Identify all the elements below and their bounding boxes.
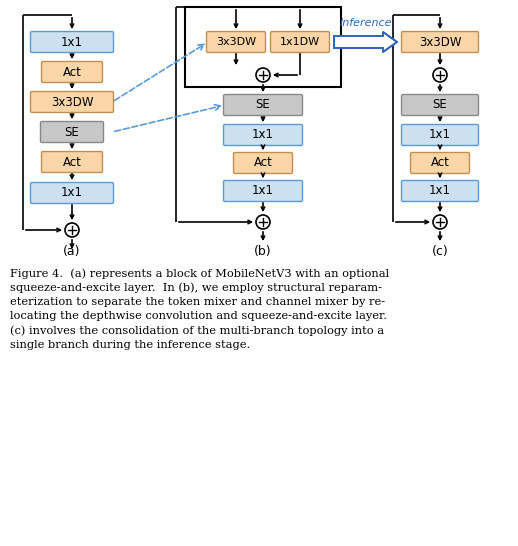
Text: SE: SE (65, 126, 79, 139)
FancyBboxPatch shape (234, 152, 293, 174)
Text: SE: SE (255, 98, 270, 111)
Polygon shape (334, 32, 397, 52)
FancyBboxPatch shape (31, 182, 113, 204)
Bar (185, 7, 341, 87)
FancyBboxPatch shape (41, 62, 103, 82)
Text: (c): (c) (431, 246, 449, 258)
FancyBboxPatch shape (401, 124, 479, 145)
FancyBboxPatch shape (223, 181, 303, 201)
Text: Act: Act (254, 157, 272, 169)
FancyBboxPatch shape (41, 151, 103, 173)
FancyBboxPatch shape (410, 152, 469, 174)
Text: 3x3DW: 3x3DW (216, 37, 256, 47)
FancyBboxPatch shape (223, 124, 303, 145)
FancyBboxPatch shape (31, 32, 113, 52)
Text: 1x1: 1x1 (61, 187, 83, 199)
FancyBboxPatch shape (223, 94, 303, 116)
Text: Inference: Inference (339, 18, 392, 28)
FancyBboxPatch shape (207, 32, 266, 52)
Text: 1x1: 1x1 (252, 185, 274, 198)
Text: (a): (a) (63, 246, 81, 258)
FancyBboxPatch shape (270, 32, 329, 52)
FancyBboxPatch shape (31, 92, 113, 112)
Text: SE: SE (433, 98, 448, 111)
Text: 3x3DW: 3x3DW (51, 96, 93, 109)
Text: 1x1: 1x1 (61, 35, 83, 49)
Text: Figure 4.  (a) represents a block of MobileNetV3 with an optional
squeeze-and-ex: Figure 4. (a) represents a block of Mobi… (10, 268, 389, 350)
Text: (b): (b) (254, 246, 272, 258)
FancyBboxPatch shape (401, 181, 479, 201)
Text: 1x1: 1x1 (429, 185, 451, 198)
FancyBboxPatch shape (401, 32, 479, 52)
FancyBboxPatch shape (401, 94, 479, 116)
Text: Act: Act (63, 66, 81, 79)
Text: Act: Act (63, 156, 81, 169)
Text: 1x1DW: 1x1DW (280, 37, 320, 47)
Text: 3x3DW: 3x3DW (419, 35, 461, 49)
FancyBboxPatch shape (40, 122, 104, 143)
Text: 1x1: 1x1 (429, 128, 451, 141)
Text: Act: Act (430, 157, 450, 169)
Text: 1x1: 1x1 (252, 128, 274, 141)
